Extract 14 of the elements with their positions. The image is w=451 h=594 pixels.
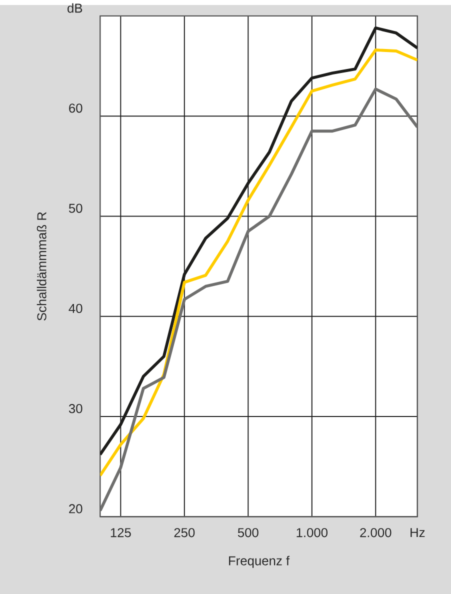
x-tick-label: 2.000 [360,528,392,538]
y-tick-label: 20 [69,504,82,514]
x-tick-label: 250 [174,528,195,538]
y-tick-label: 50 [68,204,82,213]
y-tick-label: dB [68,3,82,13]
y-tick-label: 40 [68,304,82,314]
y-tick-label: 30 [68,404,82,414]
x-tick-label: 500 [238,528,258,538]
y-tick-label: 60 [69,104,82,113]
x-tick-label: 125 [110,528,131,538]
x-tick-label: Hz [410,528,425,537]
x-axis-title: Frequenz f [228,556,290,568]
y-axis-title: Schalldämmmaß R [36,212,46,321]
x-tick-label: 1.000 [296,528,328,538]
